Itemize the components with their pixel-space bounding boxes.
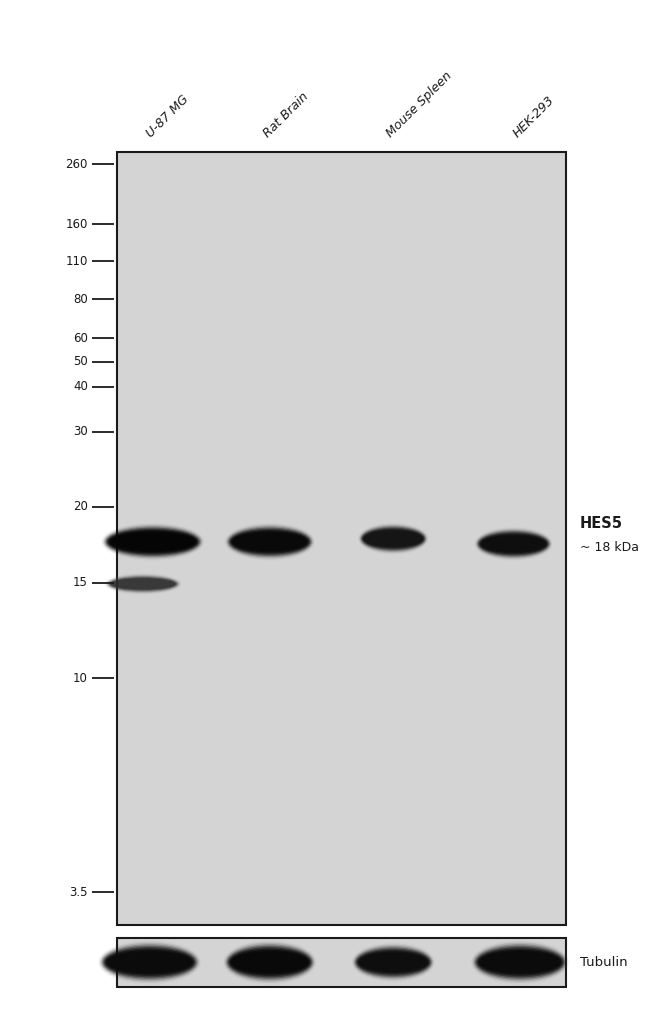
Ellipse shape (226, 945, 313, 981)
Bar (117, 938, 566, 987)
Ellipse shape (100, 943, 199, 982)
Text: 60: 60 (73, 332, 88, 344)
Ellipse shape (107, 576, 179, 592)
Ellipse shape (110, 578, 176, 590)
Ellipse shape (478, 950, 562, 975)
Ellipse shape (359, 524, 427, 553)
Ellipse shape (361, 526, 426, 551)
Ellipse shape (233, 533, 307, 551)
Ellipse shape (354, 946, 432, 979)
Ellipse shape (106, 527, 200, 556)
Ellipse shape (105, 526, 201, 557)
Ellipse shape (476, 947, 564, 978)
Ellipse shape (359, 523, 428, 554)
Bar (117, 152, 566, 925)
Ellipse shape (108, 576, 178, 592)
Ellipse shape (476, 530, 551, 557)
Ellipse shape (103, 947, 196, 978)
Text: U-87 MG: U-87 MG (144, 93, 191, 140)
Ellipse shape (355, 948, 432, 977)
Ellipse shape (353, 945, 434, 980)
Ellipse shape (359, 953, 428, 971)
Ellipse shape (101, 945, 198, 981)
Ellipse shape (111, 533, 195, 551)
Ellipse shape (99, 942, 200, 983)
Ellipse shape (475, 527, 552, 560)
Text: 3.5: 3.5 (70, 886, 88, 898)
Text: 15: 15 (73, 577, 88, 589)
Ellipse shape (472, 942, 568, 983)
Ellipse shape (227, 526, 312, 557)
Ellipse shape (358, 951, 428, 974)
Ellipse shape (103, 525, 202, 558)
Text: Mouse Spleen: Mouse Spleen (384, 69, 455, 140)
Ellipse shape (363, 529, 423, 548)
Ellipse shape (357, 950, 430, 975)
Ellipse shape (224, 942, 315, 983)
Ellipse shape (362, 527, 424, 550)
Ellipse shape (480, 952, 560, 972)
Ellipse shape (356, 949, 430, 976)
Text: 80: 80 (73, 293, 88, 305)
Ellipse shape (360, 525, 426, 552)
Text: 40: 40 (73, 380, 88, 393)
Ellipse shape (106, 950, 193, 975)
Ellipse shape (107, 528, 199, 555)
Ellipse shape (229, 528, 310, 555)
Ellipse shape (473, 943, 567, 982)
Text: ~ 18 kDa: ~ 18 kDa (580, 542, 639, 554)
Ellipse shape (476, 528, 551, 559)
Ellipse shape (231, 530, 309, 553)
Text: 110: 110 (66, 255, 88, 267)
Ellipse shape (478, 531, 549, 556)
Ellipse shape (105, 949, 194, 976)
Ellipse shape (111, 579, 176, 589)
Text: 20: 20 (73, 501, 88, 513)
Ellipse shape (352, 944, 434, 981)
Ellipse shape (228, 947, 311, 978)
Text: HEK-293: HEK-293 (511, 94, 557, 140)
Text: 10: 10 (73, 672, 88, 685)
Ellipse shape (229, 949, 310, 976)
Ellipse shape (474, 945, 566, 981)
Ellipse shape (480, 534, 547, 554)
Ellipse shape (108, 530, 198, 553)
Ellipse shape (481, 536, 546, 552)
Ellipse shape (103, 946, 196, 979)
Ellipse shape (225, 943, 315, 982)
Text: Tubulin: Tubulin (580, 956, 627, 968)
Ellipse shape (478, 533, 549, 555)
Ellipse shape (231, 531, 308, 552)
Ellipse shape (226, 524, 314, 559)
Ellipse shape (363, 528, 424, 549)
Ellipse shape (102, 524, 203, 559)
Ellipse shape (109, 577, 177, 591)
Ellipse shape (227, 946, 313, 979)
Text: Rat Brain: Rat Brain (261, 89, 311, 140)
Ellipse shape (477, 949, 563, 976)
Ellipse shape (364, 530, 423, 547)
Ellipse shape (109, 531, 196, 552)
Ellipse shape (230, 950, 309, 975)
Text: 260: 260 (66, 158, 88, 171)
Ellipse shape (475, 946, 565, 979)
Ellipse shape (107, 952, 192, 972)
Ellipse shape (226, 525, 313, 558)
Ellipse shape (231, 952, 308, 972)
Text: 160: 160 (66, 218, 88, 230)
Text: 50: 50 (73, 356, 88, 368)
Ellipse shape (106, 575, 180, 593)
Text: HES5: HES5 (580, 516, 623, 530)
Ellipse shape (480, 535, 547, 553)
Text: 30: 30 (73, 426, 88, 438)
Ellipse shape (229, 527, 311, 556)
Ellipse shape (105, 574, 181, 594)
